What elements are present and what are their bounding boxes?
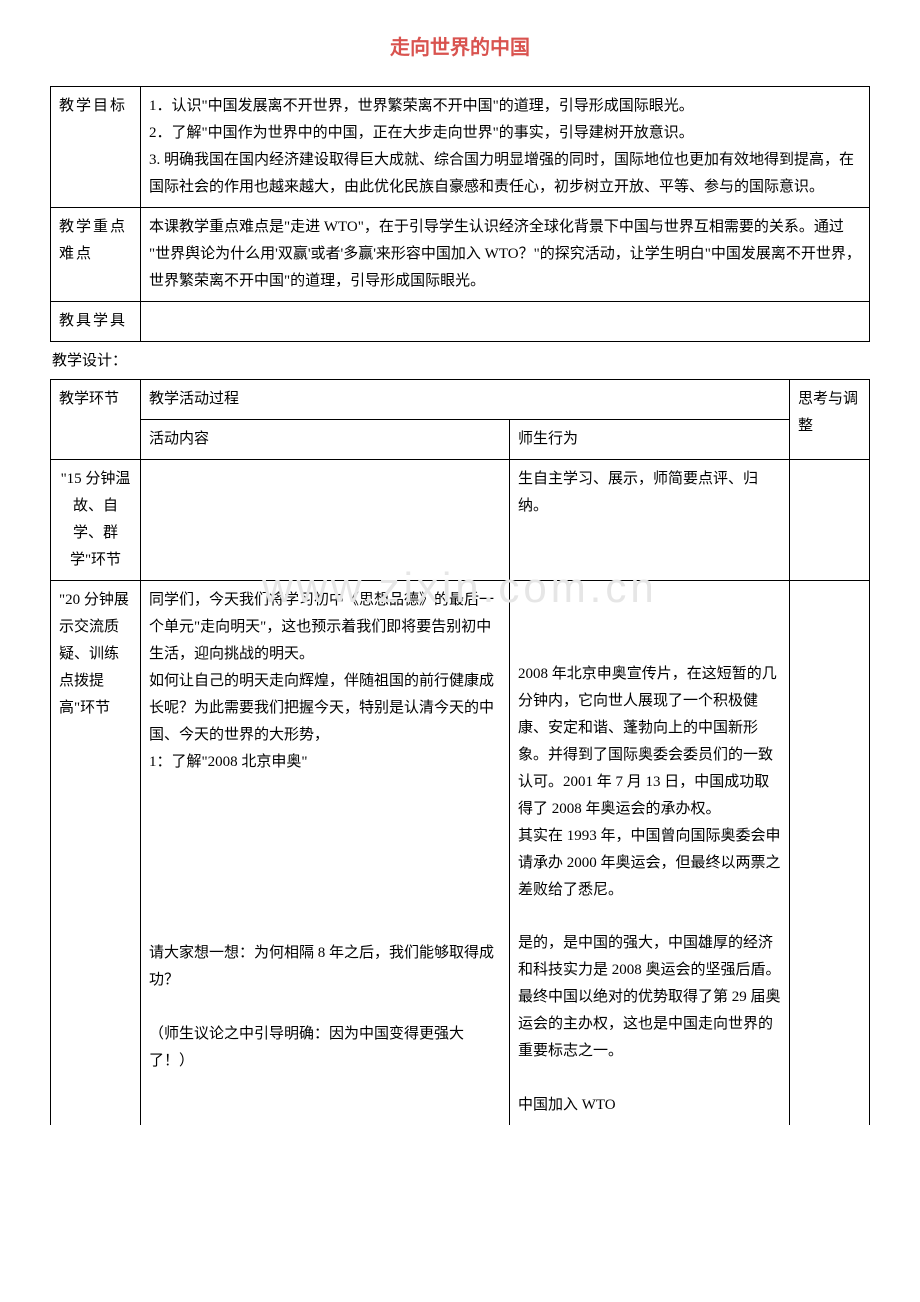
row2-behavior: 是的，是中国的强大，中国雄厚的经济和科技实力是 2008 奥运会的坚强后盾。最终… [509, 910, 789, 1125]
row0-activity [141, 460, 510, 581]
info-table: 教学目标 1．认识"中国发展离不开世界，世界繁荣离不开中国"的道理，引导形成国际… [50, 86, 870, 342]
key-difficulty-content: 本课教学重点难点是"走进 WTO"，在于引导学生认识经济全球化背景下中国与世界互… [141, 208, 870, 302]
objectives-content: 1．认识"中国发展离不开世界，世界繁荣离不开中国"的道理，引导形成国际眼光。 2… [141, 87, 870, 208]
header-process: 教学活动过程 [141, 380, 790, 420]
tools-content [141, 302, 870, 342]
row2-think [790, 910, 870, 1125]
header-activity: 活动内容 [141, 420, 510, 460]
row1-phase: "20 分钟展示交流质疑、训练点拨提高"环节 [51, 581, 141, 911]
key-difficulty-label: 教学重点难点 [51, 208, 141, 302]
tools-label: 教具学具 [51, 302, 141, 342]
header-phase: 教学环节 [51, 380, 141, 460]
header-think: 思考与调整 [790, 380, 870, 460]
row2-phase [51, 910, 141, 1125]
objectives-label: 教学目标 [51, 87, 141, 208]
page-title: 走向世界的中国 [50, 30, 870, 66]
row0-behavior: 生自主学习、展示，师简要点评、归纳。 [509, 460, 789, 581]
row2-activity: 请大家想一想：为何相隔 8 年之后，我们能够取得成功？ （师生议论之中引导明确：… [141, 910, 510, 1125]
row1-think [790, 581, 870, 911]
row0-think [790, 460, 870, 581]
design-table: 教学环节 教学活动过程 思考与调整 活动内容 师生行为 "15 分钟温故、自学、… [50, 379, 870, 1125]
header-behavior: 师生行为 [509, 420, 789, 460]
row1-activity: 同学们，今天我们将学习初中《思想品德》的最后一个单元"走向明天"，这也预示着我们… [141, 581, 510, 911]
row0-phase: "15 分钟温故、自学、群学"环节 [51, 460, 141, 581]
design-label: 教学设计： [52, 348, 870, 375]
row1-behavior: 2008 年北京申奥宣传片，在这短暂的几分钟内，它向世人展现了一个积极健康、安定… [509, 581, 789, 911]
